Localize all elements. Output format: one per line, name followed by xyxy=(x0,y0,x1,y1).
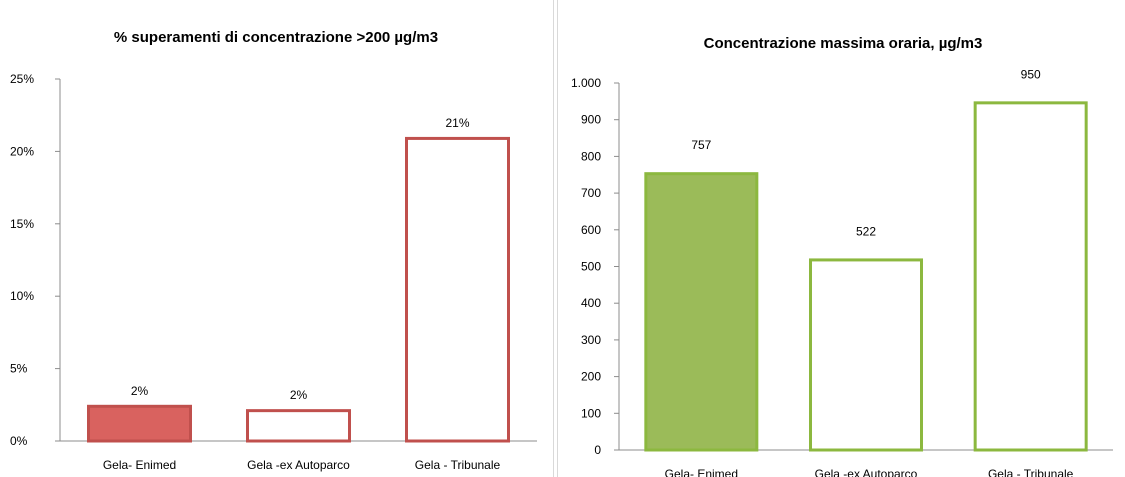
bars xyxy=(87,136,510,443)
y-tick-label: 15% xyxy=(10,217,34,231)
y-tick-label: 800 xyxy=(581,149,601,163)
category-labels: Gela- Enimed Gela -ex Autoparco Gela - Tri… xyxy=(665,467,1074,477)
y-tick-label: 500 xyxy=(581,260,601,274)
bar-gela-enimed xyxy=(644,172,759,452)
y-tick-label: 1.000 xyxy=(571,76,601,90)
data-label: 2% xyxy=(131,384,149,398)
y-tick-label: 900 xyxy=(581,113,601,127)
category-label: Gela -ex Autoparco xyxy=(247,458,350,472)
category-label: Gela- Enimed xyxy=(665,467,738,477)
bar-gela-ex-autoparco xyxy=(809,258,923,452)
y-tick-label: 700 xyxy=(581,186,601,200)
data-label: 757 xyxy=(691,138,711,152)
y-tick-label: 600 xyxy=(581,223,601,237)
category-label: Gela - Tribunale xyxy=(415,458,501,472)
data-labels: 757 522 950 xyxy=(691,67,1041,238)
y-tick-label: 0 xyxy=(594,443,601,457)
y-tick-label: 20% xyxy=(10,144,34,158)
bars xyxy=(644,101,1088,452)
data-label: 950 xyxy=(1021,67,1041,81)
y-tick-label: 25% xyxy=(10,72,34,86)
chart-title: % superamenti di concentrazione >200 µg/… xyxy=(114,29,438,46)
y-tick-label: 0% xyxy=(10,434,28,448)
category-labels: Gela- Enimed Gela -ex Autoparco Gela - Tri… xyxy=(103,458,501,472)
data-label: 21% xyxy=(445,116,469,130)
bar-gela-tribunale xyxy=(405,136,510,443)
exceedances-chart: % superamenti di concentrazione >200 µg/… xyxy=(10,29,537,472)
y-tick-label: 300 xyxy=(581,333,601,347)
y-tick-label: 200 xyxy=(581,370,601,384)
chart-panel-exceedances: % superamenti di concentrazione >200 µg/… xyxy=(0,0,554,477)
chart-panel-max-concentration: Concentrazione massima oraria, µg/m3 0 10… xyxy=(557,0,1125,477)
y-tick-label: 100 xyxy=(581,406,601,420)
y-tick-label: 5% xyxy=(10,362,28,376)
max-concentration-chart: Concentrazione massima oraria, µg/m3 0 10… xyxy=(571,35,1113,477)
chart-title: Concentrazione massima oraria, µg/m3 xyxy=(704,35,983,52)
category-label: Gela - Tribunale xyxy=(988,467,1074,477)
y-tick-label: 400 xyxy=(581,296,601,310)
bar-gela-ex-autoparco xyxy=(246,409,351,443)
y-tick-label: 10% xyxy=(10,289,34,303)
category-label: Gela- Enimed xyxy=(103,458,176,472)
data-labels: 2% 2% 21% xyxy=(131,116,470,402)
category-label: Gela -ex Autoparco xyxy=(815,467,918,477)
data-label: 2% xyxy=(290,388,308,402)
bar-gela-enimed xyxy=(87,404,192,443)
bar-gela-tribunale xyxy=(973,101,1088,452)
data-label: 522 xyxy=(856,224,876,238)
